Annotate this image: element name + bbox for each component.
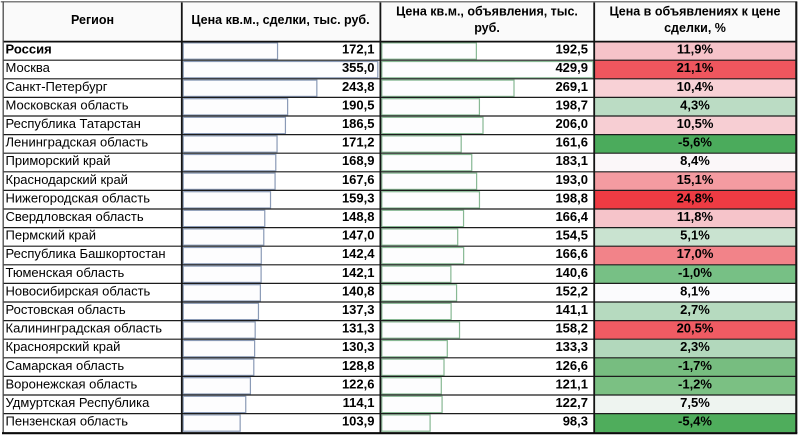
- svg-text:355,0: 355,0: [342, 60, 375, 75]
- svg-text:руб.: руб.: [474, 21, 500, 35]
- svg-text:183,1: 183,1: [555, 153, 588, 168]
- svg-text:Санкт-Петербург: Санкт-Петербург: [6, 79, 108, 94]
- svg-text:198,8: 198,8: [555, 190, 588, 205]
- svg-text:20,5%: 20,5%: [677, 321, 714, 336]
- svg-text:122,6: 122,6: [342, 376, 375, 391]
- svg-text:186,5: 186,5: [342, 116, 375, 131]
- svg-text:114,1: 114,1: [343, 395, 375, 410]
- svg-text:Пензенская область: Пензенская область: [6, 414, 129, 429]
- svg-text:Пермский край: Пермский край: [6, 228, 96, 243]
- svg-text:190,5: 190,5: [342, 97, 375, 112]
- svg-text:Россия: Россия: [6, 42, 52, 57]
- svg-text:Красноярский край: Красноярский край: [6, 339, 121, 354]
- svg-text:141,1: 141,1: [555, 302, 588, 317]
- svg-text:158,2: 158,2: [555, 321, 588, 336]
- svg-text:10,4%: 10,4%: [677, 79, 714, 94]
- svg-text:142,4: 142,4: [342, 246, 375, 261]
- svg-text:122,7: 122,7: [555, 395, 588, 410]
- svg-text:Новосибирская область: Новосибирская область: [6, 283, 151, 298]
- svg-text:148,8: 148,8: [342, 209, 375, 224]
- svg-text:Краснодарский край: Краснодарский край: [6, 172, 128, 187]
- svg-text:159,3: 159,3: [342, 190, 375, 205]
- svg-text:2,3%: 2,3%: [680, 339, 710, 354]
- svg-text:Московская область: Московская область: [6, 97, 129, 112]
- svg-text:166,4: 166,4: [555, 209, 588, 224]
- svg-text:Нижегородская область: Нижегородская область: [6, 190, 151, 205]
- svg-text:Республика Татарстан: Республика Татарстан: [6, 116, 141, 131]
- svg-text:193,0: 193,0: [555, 172, 588, 187]
- svg-text:161,6: 161,6: [555, 135, 588, 150]
- svg-text:11,8%: 11,8%: [677, 209, 714, 224]
- svg-text:142,1: 142,1: [342, 265, 375, 280]
- svg-text:429,9: 429,9: [555, 60, 588, 75]
- svg-text:243,8: 243,8: [342, 79, 375, 94]
- svg-text:168,9: 168,9: [342, 153, 375, 168]
- svg-text:17,0%: 17,0%: [677, 246, 714, 261]
- svg-text:4,3%: 4,3%: [680, 97, 710, 112]
- svg-text:Цена кв.м., сделки, тыс. руб.: Цена кв.м., сделки, тыс. руб.: [191, 13, 369, 27]
- svg-text:-5,6%: -5,6%: [678, 135, 712, 150]
- svg-text:8,1%: 8,1%: [680, 283, 710, 298]
- svg-text:2,7%: 2,7%: [680, 302, 710, 317]
- svg-text:98,3: 98,3: [563, 414, 588, 429]
- svg-text:Регион: Регион: [71, 13, 114, 27]
- svg-text:140,8: 140,8: [342, 283, 375, 298]
- svg-text:166,6: 166,6: [555, 246, 588, 261]
- svg-text:126,6: 126,6: [555, 358, 588, 373]
- svg-text:Тюменская область: Тюменская область: [6, 265, 125, 280]
- svg-text:171,2: 171,2: [342, 135, 375, 150]
- svg-text:Свердловская область: Свердловская область: [6, 209, 144, 224]
- svg-text:Москва: Москва: [6, 60, 51, 75]
- svg-text:5,1%: 5,1%: [680, 228, 710, 243]
- svg-text:7,5%: 7,5%: [680, 395, 710, 410]
- svg-text:11,9%: 11,9%: [677, 42, 714, 57]
- svg-text:-1,2%: -1,2%: [678, 376, 712, 391]
- svg-text:8,4%: 8,4%: [680, 153, 710, 168]
- svg-text:-1,7%: -1,7%: [678, 358, 712, 373]
- svg-text:Калининградская область: Калининградская область: [6, 321, 163, 336]
- svg-text:Приморский край: Приморский край: [6, 153, 111, 168]
- svg-text:154,5: 154,5: [555, 228, 588, 243]
- svg-text:103,9: 103,9: [342, 414, 375, 429]
- svg-text:Воронежская область: Воронежская область: [6, 376, 138, 391]
- svg-text:Цена в объявлениях к цене: Цена в объявлениях к цене: [609, 5, 780, 19]
- svg-text:121,1: 121,1: [555, 376, 588, 391]
- svg-text:128,8: 128,8: [342, 358, 375, 373]
- svg-text:206,0: 206,0: [555, 116, 588, 131]
- svg-text:Республика Башкортостан: Республика Башкортостан: [6, 246, 166, 261]
- svg-text:-5,4%: -5,4%: [678, 414, 712, 429]
- svg-text:140,6: 140,6: [555, 265, 588, 280]
- svg-text:172,1: 172,1: [342, 42, 375, 57]
- svg-text:сделки, %: сделки, %: [664, 21, 726, 35]
- svg-text:137,3: 137,3: [342, 302, 375, 317]
- svg-text:10,5%: 10,5%: [677, 116, 714, 131]
- svg-text:130,3: 130,3: [342, 339, 375, 354]
- svg-text:152,2: 152,2: [555, 283, 588, 298]
- svg-text:269,1: 269,1: [555, 79, 588, 94]
- svg-text:Удмуртская Республика: Удмуртская Республика: [6, 395, 151, 410]
- svg-text:15,1%: 15,1%: [677, 172, 714, 187]
- svg-text:131,3: 131,3: [342, 321, 375, 336]
- svg-text:133,3: 133,3: [555, 339, 588, 354]
- svg-text:24,8%: 24,8%: [677, 190, 714, 205]
- svg-text:Ленинградская область: Ленинградская область: [6, 135, 149, 150]
- svg-text:Ростовская область: Ростовская область: [6, 302, 126, 317]
- svg-text:21,1%: 21,1%: [677, 60, 714, 75]
- svg-text:Самарская область: Самарская область: [6, 358, 125, 373]
- svg-text:192,5: 192,5: [555, 42, 588, 57]
- svg-text:147,0: 147,0: [342, 228, 375, 243]
- svg-text:167,6: 167,6: [342, 172, 375, 187]
- svg-text:Цена кв.м., объявления, тыс.: Цена кв.м., объявления, тыс.: [396, 5, 578, 19]
- svg-text:198,7: 198,7: [555, 97, 588, 112]
- svg-text:-1,0%: -1,0%: [678, 265, 712, 280]
